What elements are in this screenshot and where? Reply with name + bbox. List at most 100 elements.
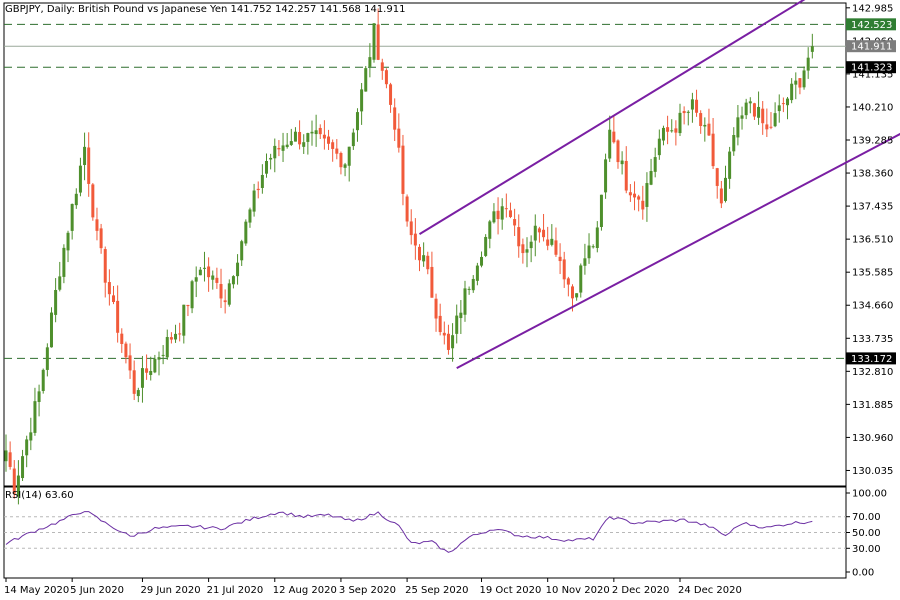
y-tick-label: 131.885 — [852, 400, 893, 411]
candle-body — [657, 138, 661, 156]
candle-body — [719, 188, 723, 204]
chart-frame — [3, 2, 847, 579]
candle-body — [165, 337, 169, 358]
candle-body — [769, 126, 773, 128]
candle-body — [475, 265, 479, 281]
candle-body — [66, 232, 70, 251]
candle-body — [223, 300, 227, 303]
candle-body — [293, 131, 297, 142]
candle-body — [376, 24, 380, 60]
y-tick-label: 133.735 — [852, 334, 893, 345]
candle-body — [132, 370, 136, 394]
candle-body — [409, 221, 413, 236]
price-tag-label: 133.172 — [851, 354, 892, 365]
candle-body — [145, 368, 149, 373]
candle-body — [500, 206, 504, 220]
y-tick-label: 132.810 — [852, 367, 893, 378]
candle-body — [484, 236, 488, 256]
candle-body — [711, 133, 715, 167]
candle-body — [430, 266, 434, 298]
candle-body — [554, 240, 558, 255]
candle-body — [339, 153, 343, 168]
candle-body — [728, 151, 732, 179]
candle-body — [91, 184, 95, 218]
candle-body — [194, 277, 198, 282]
candle-body — [289, 141, 293, 145]
candle-body — [612, 131, 616, 143]
candle-body — [78, 165, 82, 193]
candle-body — [343, 164, 347, 168]
rsi-panel — [4, 511, 846, 553]
candle-body — [446, 333, 450, 350]
candle-body — [25, 439, 29, 456]
rsi-line — [5, 511, 813, 553]
candle-body — [87, 147, 91, 184]
price-tag-bg — [846, 18, 896, 31]
candle-body — [806, 57, 810, 71]
candle-body — [174, 333, 178, 340]
candle-body — [616, 140, 620, 163]
candlesticks — [4, 8, 814, 505]
candle-body — [240, 241, 244, 261]
candle-body — [703, 124, 707, 127]
price-axis: 142.985142.060141.135140.210139.285138.3… — [846, 3, 893, 477]
candle-body — [285, 144, 289, 148]
candle-body — [95, 219, 99, 231]
x-tick-label: 14 May 2020 — [4, 585, 69, 596]
candle-body — [438, 315, 442, 333]
candle-body — [463, 288, 467, 315]
candle-body — [480, 256, 484, 266]
candle-body — [442, 332, 446, 336]
candle-body — [608, 129, 612, 159]
candle-body — [455, 315, 459, 334]
candle-body — [492, 211, 496, 223]
candle-body — [149, 370, 153, 375]
candle-body — [12, 468, 16, 494]
candle-body — [666, 127, 670, 132]
candle-body — [790, 83, 794, 101]
candle-body — [198, 269, 202, 276]
candle-body — [335, 148, 339, 154]
candle-body — [736, 117, 740, 138]
candle-body — [765, 124, 769, 130]
candle-body — [583, 258, 587, 266]
candle-body — [761, 108, 765, 124]
x-tick-label: 29 Jun 2020 — [140, 585, 200, 596]
price-tag-bg — [846, 61, 896, 74]
candle-body — [269, 157, 273, 160]
candle-body — [190, 281, 194, 309]
candle-body — [74, 193, 78, 206]
candle-body — [690, 99, 694, 110]
candle-body — [368, 57, 372, 67]
candle-body — [542, 229, 546, 238]
candle-body — [426, 255, 430, 270]
candle-body — [322, 134, 326, 139]
rsi-label: RSI(14) 63.60 — [5, 490, 74, 501]
candle-body — [128, 355, 132, 371]
candle-body — [70, 203, 74, 231]
candle-body — [227, 283, 231, 305]
candle-body — [802, 70, 806, 88]
y-tick-label: 130.960 — [852, 433, 893, 444]
x-tick-label: 10 Nov 2020 — [546, 585, 610, 596]
x-tick-label: 21 Jul 2020 — [207, 585, 264, 596]
channel-lines[interactable] — [418, 0, 900, 369]
candle-body — [699, 113, 703, 126]
candle-body — [380, 62, 384, 71]
candle-body — [327, 136, 331, 144]
candle-body — [310, 131, 314, 134]
candle-body — [599, 194, 603, 227]
y-tick-label: 142.985 — [852, 3, 893, 14]
candle-body — [513, 219, 517, 226]
candle-body — [248, 209, 252, 223]
candle-body — [389, 84, 393, 105]
candle-body — [281, 145, 285, 151]
candle-body — [707, 123, 711, 136]
y-tick-label: 136.510 — [852, 235, 893, 246]
candle-body — [355, 112, 359, 131]
candle-body — [219, 284, 223, 299]
candle-body — [628, 192, 632, 196]
x-tick-label: 3 Sep 2020 — [339, 585, 396, 596]
candle-body — [566, 278, 570, 285]
